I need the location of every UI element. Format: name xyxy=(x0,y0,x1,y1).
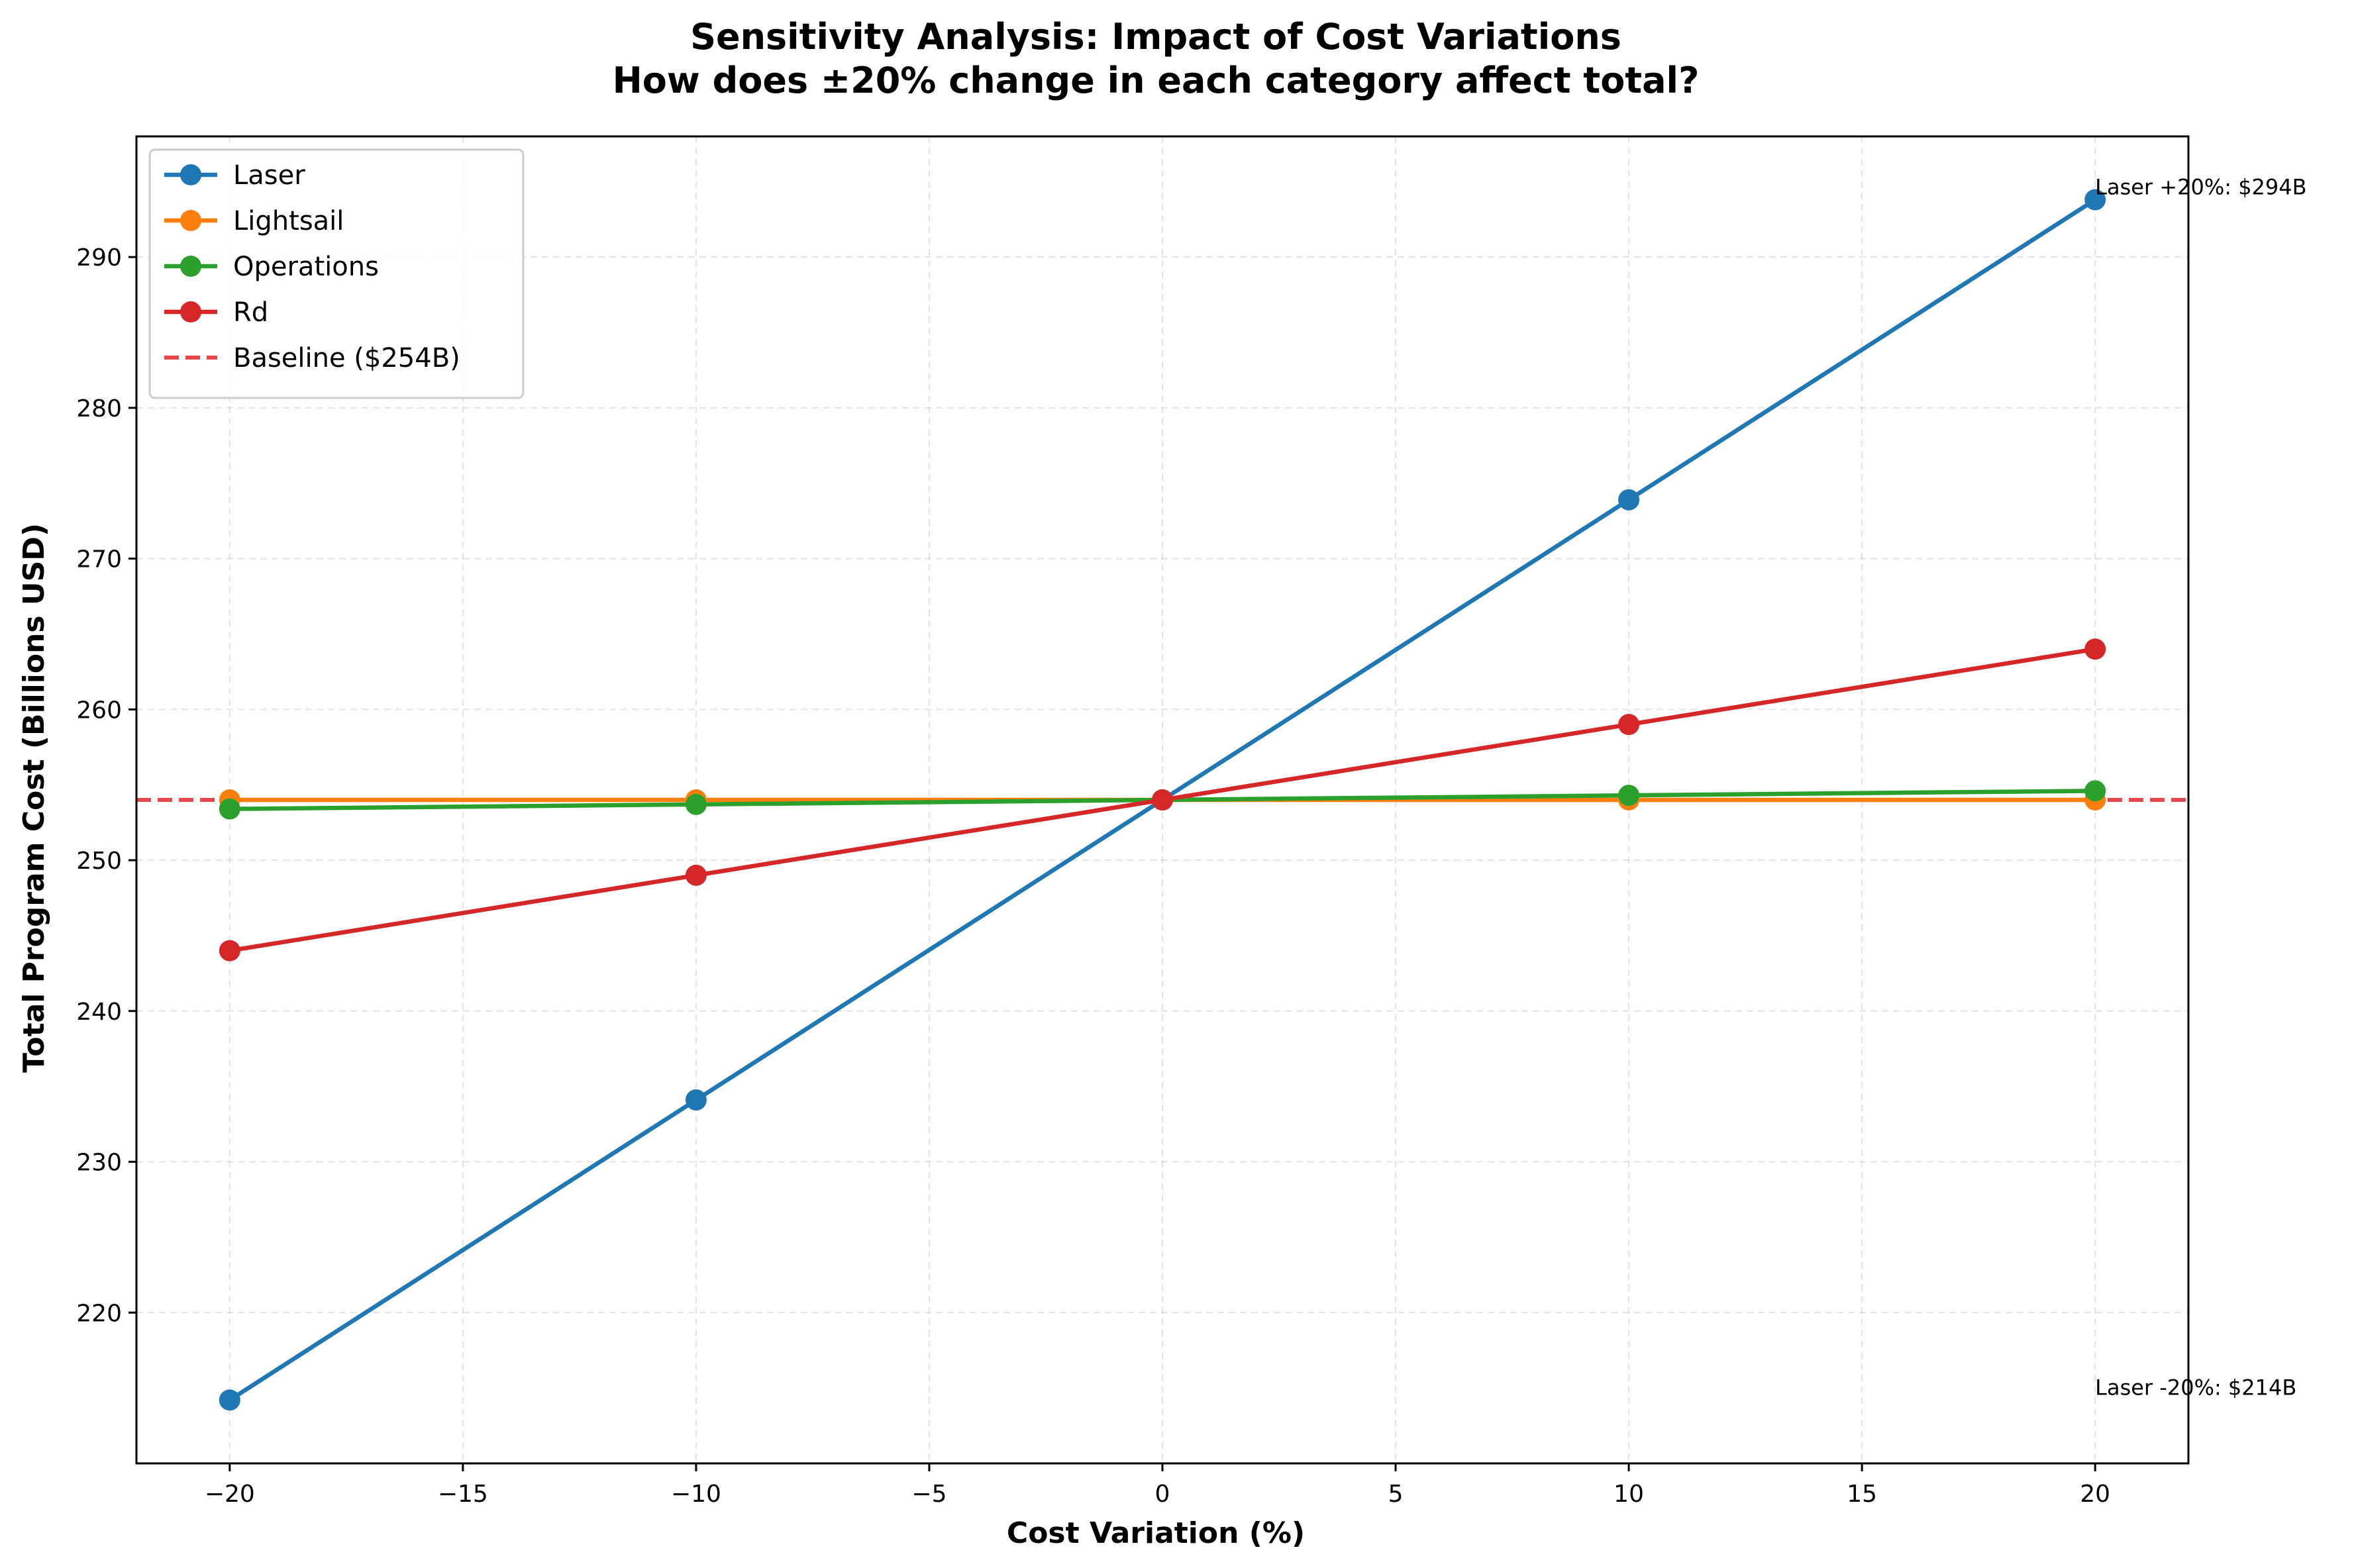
legend-label: Operations xyxy=(233,252,379,282)
data-point-operations xyxy=(2084,780,2106,802)
grid xyxy=(136,136,2188,1463)
annotation-layer: Laser +20%: $294B Laser -20%: $214B xyxy=(2095,175,2306,1400)
data-point-laser xyxy=(219,1389,240,1411)
legend-marker-laser xyxy=(180,164,201,185)
series-rd xyxy=(219,638,2106,961)
y-tick-label: 220 xyxy=(76,1300,122,1327)
x-tick-label: 10 xyxy=(1613,1481,1644,1508)
y-tick-label: 260 xyxy=(76,697,122,724)
data-point-rd xyxy=(1618,714,1640,736)
x-axis-label: Cost Variation (%) xyxy=(1007,1516,1305,1550)
legend: Laser Lightsail Operations Rd Baseline ($254… xyxy=(148,148,525,399)
legend-box xyxy=(148,148,525,399)
chart-title: Sensitivity Analysis: Impact of Cost Var… xyxy=(690,16,1621,58)
x-tick-label: −10 xyxy=(671,1481,721,1508)
legend-label: Rd xyxy=(233,297,268,328)
annotation-label: Laser -20%: $214B xyxy=(2095,1375,2296,1400)
data-point-rd xyxy=(1152,789,1173,810)
legend-marker-lightsail xyxy=(180,210,201,231)
x-tick-label: −5 xyxy=(911,1481,947,1508)
data-point-rd xyxy=(219,940,240,961)
data-point-rd xyxy=(2084,638,2106,660)
data-point-laser xyxy=(2084,189,2106,211)
data-point-laser xyxy=(1618,489,1640,511)
x-tick-label: −15 xyxy=(438,1481,488,1508)
data-point-operations xyxy=(1618,785,1640,807)
legend-label: Lightsail xyxy=(233,206,344,236)
legend-label: Laser xyxy=(233,160,305,191)
y-tick-label: 230 xyxy=(76,1150,122,1177)
x-tick-label: 5 xyxy=(1388,1481,1404,1508)
y-tick-label: 250 xyxy=(76,848,122,875)
legend-label: Baseline ($254B) xyxy=(233,343,460,373)
y-axis-ticks: 220 230 240 250 260 270 280 290 xyxy=(76,244,136,1327)
x-tick-label: 0 xyxy=(1155,1481,1170,1508)
data-point-rd xyxy=(685,864,707,886)
data-point-operations xyxy=(685,793,707,815)
y-tick-label: 280 xyxy=(76,395,122,422)
data-point-laser xyxy=(685,1089,707,1111)
legend-marker-operations xyxy=(180,256,201,277)
y-tick-label: 290 xyxy=(76,244,122,271)
legend-marker-rd xyxy=(180,301,201,322)
series-layer xyxy=(219,189,2106,1411)
y-tick-label: 270 xyxy=(76,546,122,573)
annotation-label: Laser +20%: $294B xyxy=(2095,175,2306,200)
chart-subtitle: How does ±20% change in each category af… xyxy=(613,60,1700,101)
data-point-operations xyxy=(219,798,240,820)
x-tick-label: 15 xyxy=(1847,1481,1877,1508)
y-tick-label: 240 xyxy=(76,999,122,1026)
x-tick-label: 20 xyxy=(2080,1481,2110,1508)
x-axis-ticks: −20 −15 −10 −5 0 5 10 15 20 xyxy=(205,1463,2110,1508)
y-axis-label: Total Program Cost (Billions USD) xyxy=(17,523,51,1073)
x-tick-label: −20 xyxy=(205,1481,255,1508)
